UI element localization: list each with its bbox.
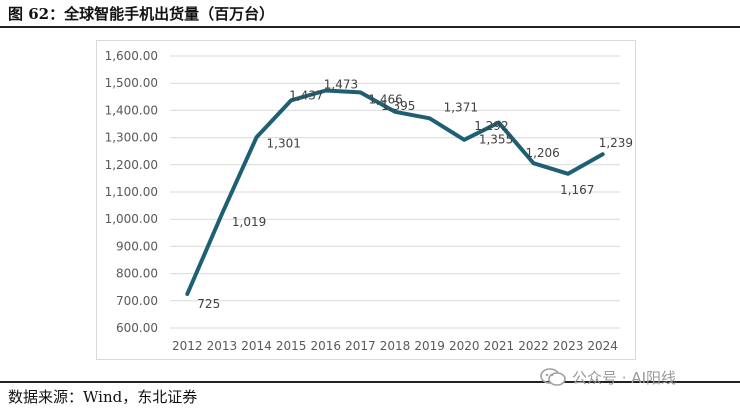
y-axis-tick-labels: 600.00 700.00 800.00 900.00 1,000.00 1,100.00… (105, 49, 158, 335)
x-axis-tick-labels: 2012 2013 2014 2015 2016 2017 2018 2019 2020 2021… (172, 339, 618, 353)
chart-frame (96, 40, 636, 360)
figure-title: 图 62：全球智能手机出货量（百万台） (8, 5, 275, 23)
y-tick-label: 1,300.00 (105, 131, 158, 145)
source-note: 数据来源：Wind，东北证券 (8, 388, 198, 406)
y-tick-label: 1,200.00 (105, 158, 158, 172)
watermark-text: 公众号 · AI阳线 (572, 368, 676, 387)
watermark: 公众号 · AI阳线 (540, 367, 676, 387)
x-tick-label: 2017 (345, 339, 376, 353)
data-label: 1,395 (381, 99, 415, 113)
x-tick-label: 2018 (380, 339, 411, 353)
data-label: 1,019 (232, 215, 266, 229)
x-tick-label: 2024 (587, 339, 618, 353)
x-tick-label: 2012 (172, 339, 203, 353)
y-tick-label: 900.00 (116, 239, 158, 253)
x-tick-label: 2022 (518, 339, 549, 353)
data-label: 1,355 (479, 133, 513, 147)
y-tick-label: 1,500.00 (105, 76, 158, 90)
y-tick-label: 1,400.00 (105, 103, 158, 117)
y-tick-label: 1,100.00 (105, 185, 158, 199)
figure-header: 图 62：全球智能手机出货量（百万台） (0, 0, 740, 26)
y-tick-label: 800.00 (116, 267, 158, 281)
data-label: 1,239 (599, 136, 633, 150)
y-tick-label: 600.00 (116, 321, 158, 335)
header-rule (0, 26, 740, 28)
data-label: 1,371 (444, 100, 478, 114)
data-label: 725 (197, 297, 220, 311)
x-tick-label: 2016 (310, 339, 341, 353)
footer-rule (0, 381, 740, 383)
x-tick-label: 2019 (414, 339, 445, 353)
wechat-logo-icon (540, 368, 566, 386)
data-label: 1,301 (267, 136, 301, 150)
x-tick-label: 2020 (449, 339, 480, 353)
data-label: 1,292 (474, 119, 508, 133)
y-tick-label: 700.00 (116, 294, 158, 308)
data-label: 1,167 (560, 183, 594, 197)
x-tick-label: 2014 (241, 339, 272, 353)
data-label: 1,466 (368, 92, 402, 106)
x-tick-label: 2015 (276, 339, 307, 353)
data-label: 1,437 (289, 88, 323, 102)
data-label: 1,473 (324, 78, 358, 92)
x-tick-label: 2021 (484, 339, 515, 353)
y-tick-label: 1,000.00 (105, 212, 158, 226)
data-label: 1,206 (525, 146, 559, 160)
series-line-shipments (185, 88, 605, 296)
x-tick-label: 2023 (553, 339, 584, 353)
x-tick-label: 2013 (207, 339, 238, 353)
y-tick-label: 1,600.00 (105, 49, 158, 63)
